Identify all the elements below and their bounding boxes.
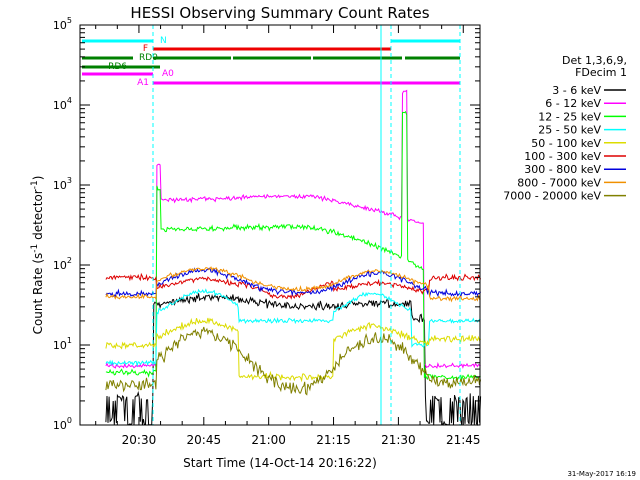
legend-header-line: FDecim 1	[575, 66, 627, 79]
y-tick-base: 10	[53, 19, 67, 32]
y-tick-base: 10	[53, 339, 67, 352]
y-axis-label: Count Rate (s-1 detector-1)	[30, 176, 45, 335]
legend-header-line: Det 1,3,6,9,	[562, 54, 627, 67]
legend-label: 50 - 100 keV	[531, 137, 601, 150]
y-axis-label-sup: -1	[30, 244, 40, 253]
timestamp: 31-May-2017 16:19	[567, 470, 636, 478]
y-axis-label-end: )	[31, 176, 45, 181]
series-line-4	[105, 288, 481, 368]
flag-label-a1: A1	[137, 78, 149, 88]
y-tick-exponent: 3	[67, 176, 72, 185]
y-tick-label: 103	[53, 176, 72, 192]
y-tick-label: 100	[53, 416, 72, 432]
y-tick-exponent: 2	[67, 256, 72, 265]
x-tick-label: 20:30	[122, 433, 157, 447]
y-axis-label-mid: detector	[31, 189, 45, 244]
y-tick-exponent: 4	[67, 96, 72, 105]
legend-label: 6 - 12 keV	[545, 97, 601, 110]
legend-label: 12 - 25 keV	[538, 110, 601, 123]
y-axis-label-main: Count Rate (s	[31, 253, 45, 335]
y-tick-base: 10	[53, 179, 67, 192]
legend-label: 25 - 50 keV	[538, 124, 601, 137]
flag-label-rd0: RD0	[139, 53, 158, 63]
flag-label-f: F	[143, 44, 148, 54]
legend-label: 100 - 300 keV	[524, 150, 601, 163]
legend-label: 7000 - 20000 keV	[503, 190, 601, 203]
data-layer	[105, 89, 482, 426]
y-tick-base: 10	[53, 419, 67, 432]
y-tick-exponent: 5	[67, 16, 72, 25]
x-tick-label: 21:15	[316, 433, 351, 447]
flag-label-a0: A0	[162, 69, 174, 79]
x-tick-label: 21:45	[446, 433, 481, 447]
y-tick-base: 10	[53, 99, 67, 112]
legend-label: 300 - 800 keV	[524, 163, 601, 176]
series-line-9	[105, 326, 482, 396]
flag-label-rd6: RD6	[108, 62, 127, 72]
y-tick-exponent: 0	[67, 416, 72, 425]
legend-label: 3 - 6 keV	[552, 84, 601, 97]
x-tick-label: 21:30	[381, 433, 416, 447]
y-tick-exponent: 1	[67, 336, 72, 345]
y-tick-label: 101	[53, 336, 72, 352]
plot-frame	[79, 24, 481, 426]
series-line-3	[105, 110, 481, 382]
x-tick-label: 20:45	[187, 433, 222, 447]
y-tick-label: 104	[53, 96, 72, 112]
flag-label-n: N	[160, 36, 167, 46]
x-axis-label: Start Time (14-Oct-14 20:16:22)	[183, 456, 377, 470]
series-line-7	[105, 267, 482, 299]
series-line-5	[105, 317, 482, 383]
series-line-6	[105, 272, 482, 300]
series-line-1	[105, 293, 482, 426]
y-tick-label: 105	[53, 16, 72, 32]
series-line-8	[105, 266, 481, 303]
x-axis-ticks: 20:30 20:45 21:00 21:15 21:30 21:45	[95, 25, 481, 447]
legend-label: 800 - 7000 keV	[517, 176, 601, 189]
y-tick-label: 102	[53, 256, 72, 272]
chart-title: HESSI Observing Summary Count Rates	[130, 4, 429, 22]
x-tick-label: 21:00	[251, 433, 286, 447]
series-line-2	[105, 89, 481, 369]
y-tick-base: 10	[53, 259, 67, 272]
y-axis-label-sup2: -1	[30, 180, 40, 189]
